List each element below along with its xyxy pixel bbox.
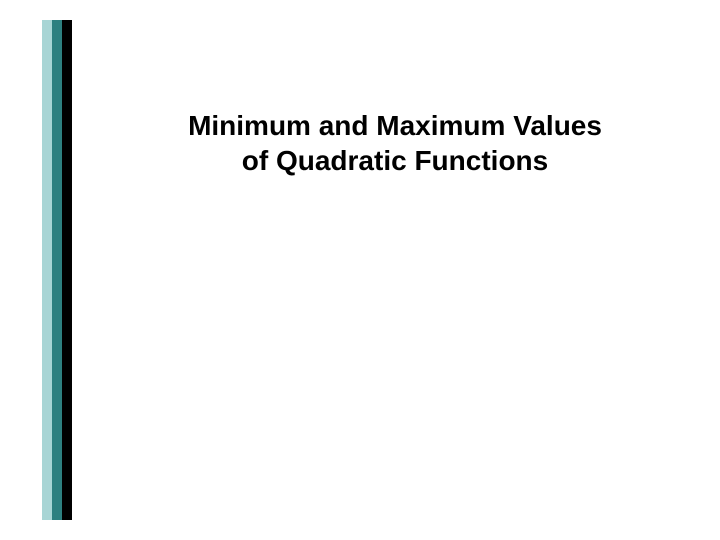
decoration-bar-black <box>62 20 72 520</box>
title-line-1: Minimum and Maximum Values <box>188 110 602 141</box>
side-decoration <box>42 20 72 520</box>
title-area: Minimum and Maximum Values of Quadratic … <box>130 108 660 178</box>
decoration-bar-teal <box>52 20 62 520</box>
decoration-bar-light <box>42 20 52 520</box>
slide-title: Minimum and Maximum Values of Quadratic … <box>130 108 660 178</box>
title-line-2: of Quadratic Functions <box>242 145 548 176</box>
